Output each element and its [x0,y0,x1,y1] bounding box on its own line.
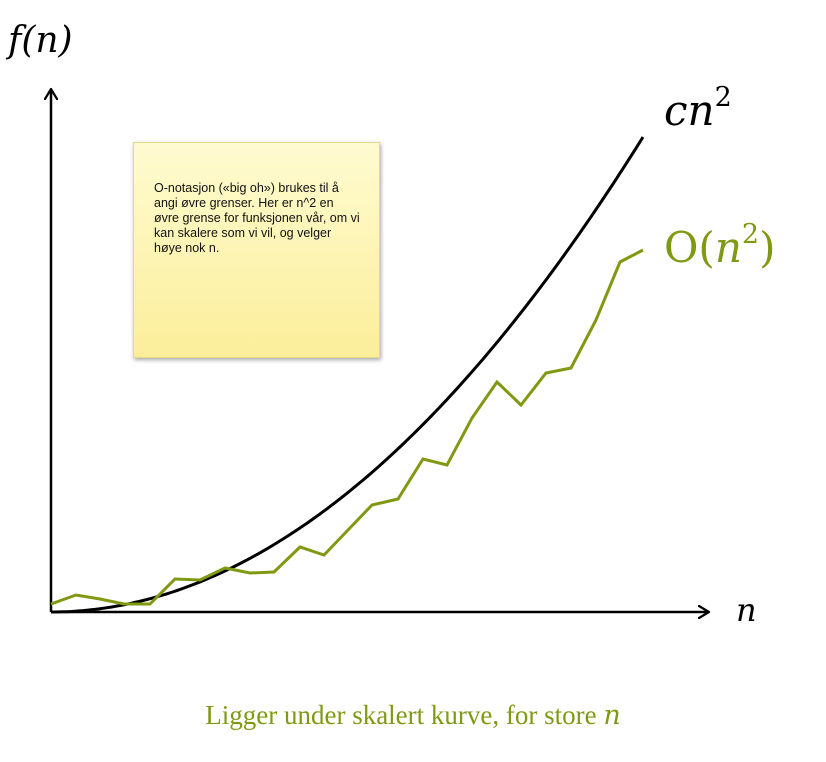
x-axis-label: n [736,591,757,629]
caption: Ligger under skalert kurve, for store n [0,700,826,731]
caption-variable: n [603,700,621,731]
upper-curve-label: cn2 [664,82,732,135]
upper-bound-curve [51,136,645,614]
sticky-note: O-notasjon («big oh») brukes til å angi … [133,142,380,358]
caption-text: Ligger under skalert kurve, for store [205,700,604,730]
y-axis-label: f(n) [5,20,73,61]
lower-curve-label: O(n2) [664,219,775,272]
function-curve [50,248,644,606]
sticky-note-text: O-notasjon («big oh») brukes til å angi … [154,181,360,255]
